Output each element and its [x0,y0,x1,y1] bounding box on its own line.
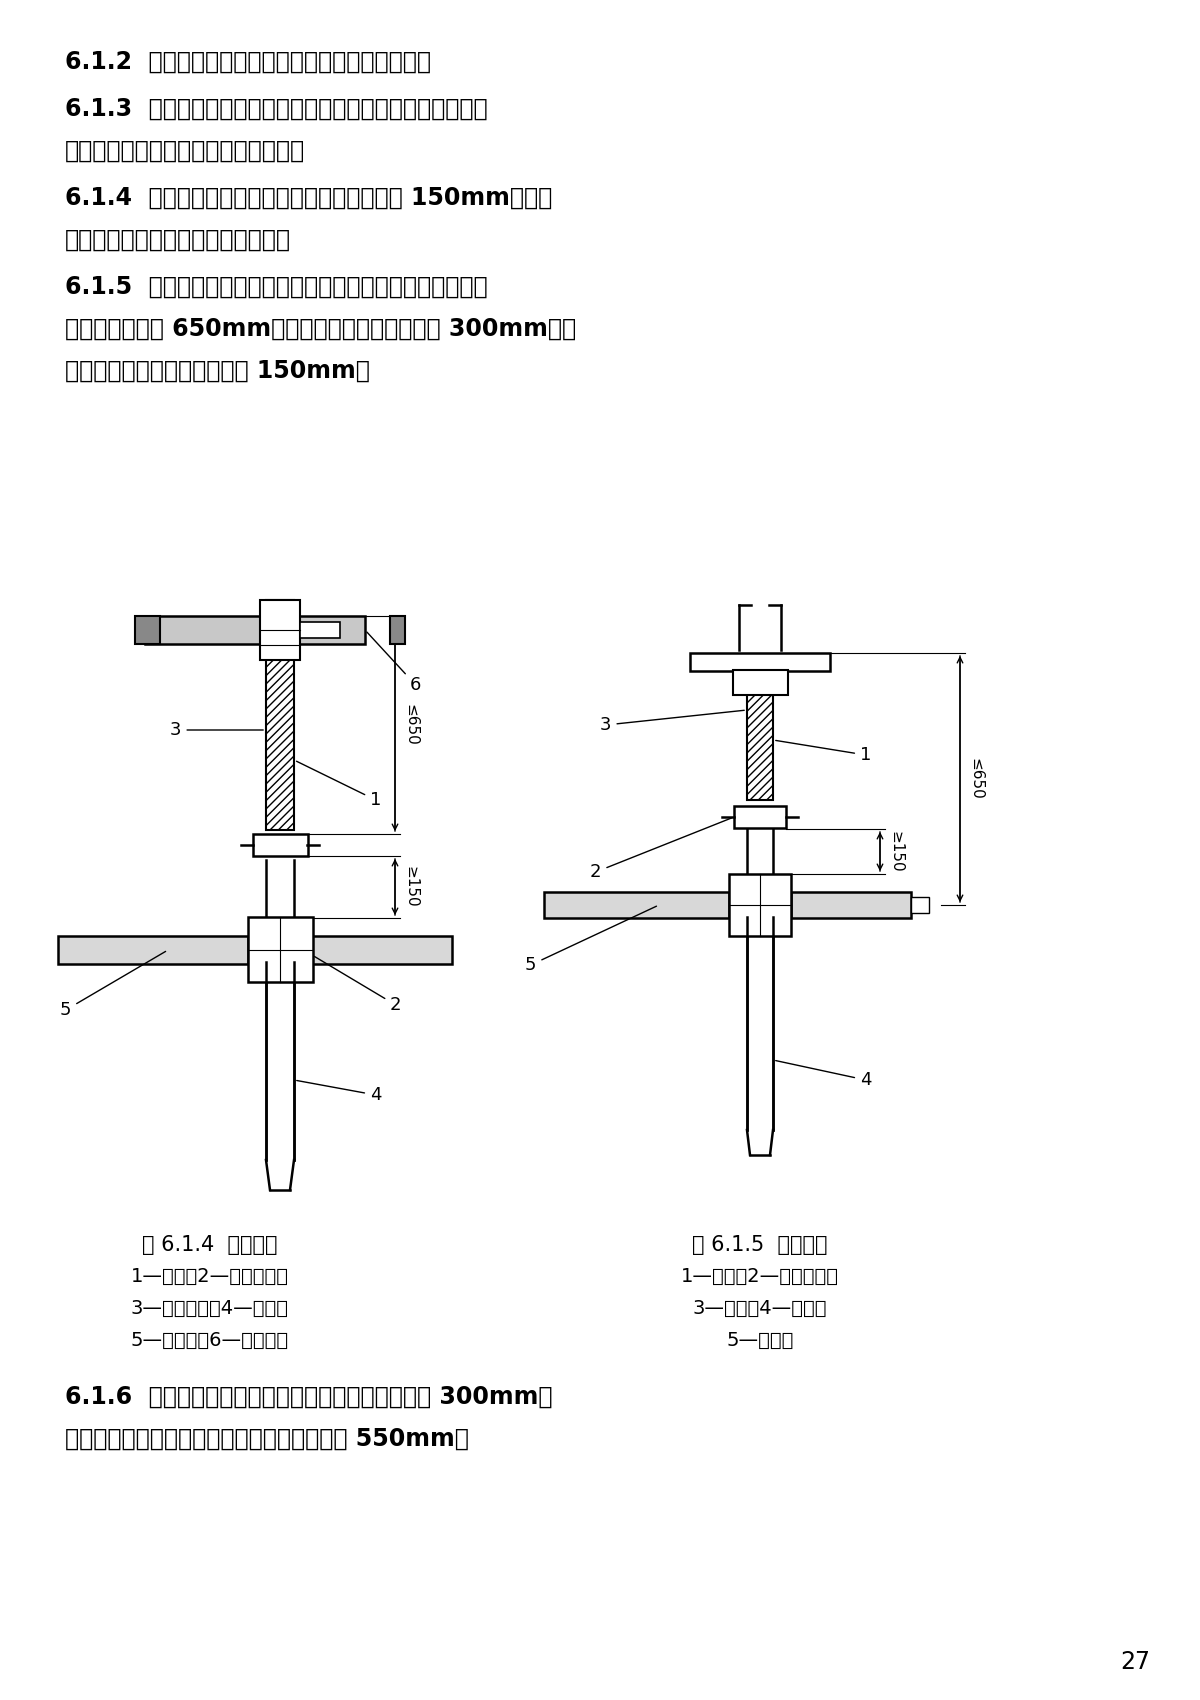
Text: 图 6.1.5  可调托座: 图 6.1.5 可调托座 [692,1234,828,1255]
Text: ≥150: ≥150 [403,867,418,908]
Text: 3: 3 [600,711,744,734]
Text: 作为扫地杆的最底层水平杆离地高度不应大于 550mm。: 作为扫地杆的最底层水平杆离地高度不应大于 550mm。 [65,1426,469,1452]
Bar [134,615,160,644]
Text: 6.1.4  可调顶撑插人立杆内的丝杆长度不应小于 150mm，可调: 6.1.4 可调顶撑插人立杆内的丝杆长度不应小于 150mm，可调 [65,185,552,211]
Bar [730,874,791,937]
Text: 5: 5 [526,906,656,974]
Text: 1—丝杆；2—调节螺母；: 1—丝杆；2—调节螺母； [131,1266,289,1285]
Text: 6: 6 [367,632,421,694]
Bar [746,670,773,801]
Text: 3—可调插座；4—立杆；: 3—可调插座；4—立杆； [131,1299,289,1318]
Bar [260,600,300,660]
Text: 足上部荷载要求时，宜选用承重龙骨。: 足上部荷载要求时，宜选用承重龙骨。 [65,139,305,163]
Text: 6.1.6  模板支架可调底座调节丝杆外露长度不应大于 300mm，: 6.1.6 模板支架可调底座调节丝杆外露长度不应大于 300mm， [65,1386,552,1409]
Bar [312,937,452,964]
Text: ≤650: ≤650 [403,704,418,746]
Text: 4: 4 [296,1081,382,1103]
Bar [58,937,248,964]
Bar [911,898,929,913]
Text: ≥150: ≥150 [888,831,904,872]
Bar [266,600,294,830]
Bar [733,670,788,695]
Text: 1: 1 [775,741,871,763]
Bar [544,892,730,918]
Bar [390,615,406,644]
Text: 5—水平杆: 5—水平杆 [726,1331,793,1350]
Bar [300,622,340,638]
Text: 3—托座；4—立杆；: 3—托座；4—立杆； [692,1299,827,1318]
Bar [253,835,308,857]
Text: 6.1.5  如采用可调托座的形式，可调托座伸出顶层水平杆的自: 6.1.5 如采用可调托座的形式，可调托座伸出顶层水平杆的自 [65,275,487,299]
Text: 1—丝杆；2—调节螺母；: 1—丝杆；2—调节螺母； [682,1266,839,1285]
Text: 2: 2 [590,818,732,881]
Bar [791,892,911,918]
Text: 4: 4 [775,1061,871,1090]
Bar [248,916,313,983]
Text: 顶撑应键人连接水平杆或承重龙骨。: 顶撑应键人连接水平杆或承重龙骨。 [65,228,292,252]
Text: 图 6.1.4  可调顶撑: 图 6.1.4 可调顶撑 [143,1234,277,1255]
Bar [145,615,365,644]
Text: 1: 1 [296,762,382,809]
Bar [690,653,830,672]
Bar [734,806,786,828]
Text: 调托座插人立杆长度不得小于 150mm。: 调托座插人立杆长度不得小于 150mm。 [65,359,370,382]
Text: 5: 5 [60,952,166,1018]
Text: 3: 3 [170,721,263,740]
Text: ≤650: ≤650 [968,758,983,801]
Text: 由长度不得超过 650mm，且丝杆外露长度不得超过 300mm，可: 由长度不得超过 650mm，且丝杆外露长度不得超过 300mm，可 [65,316,576,342]
Text: 5—水平杆；6—承重龙骨: 5—水平杆；6—承重龙骨 [131,1331,289,1350]
Text: 27: 27 [1120,1651,1150,1674]
Text: 6.1.2  水平杆的两端应通过插头与立杆上插座相连。: 6.1.2 水平杆的两端应通过插头与立杆上插座相连。 [65,49,431,75]
Text: 6.1.3  承重龙骨应设置于架体顶层。当水平杆的刚度验算不满: 6.1.3 承重龙骨应设置于架体顶层。当水平杆的刚度验算不满 [65,97,487,121]
Text: 2: 2 [314,957,402,1013]
